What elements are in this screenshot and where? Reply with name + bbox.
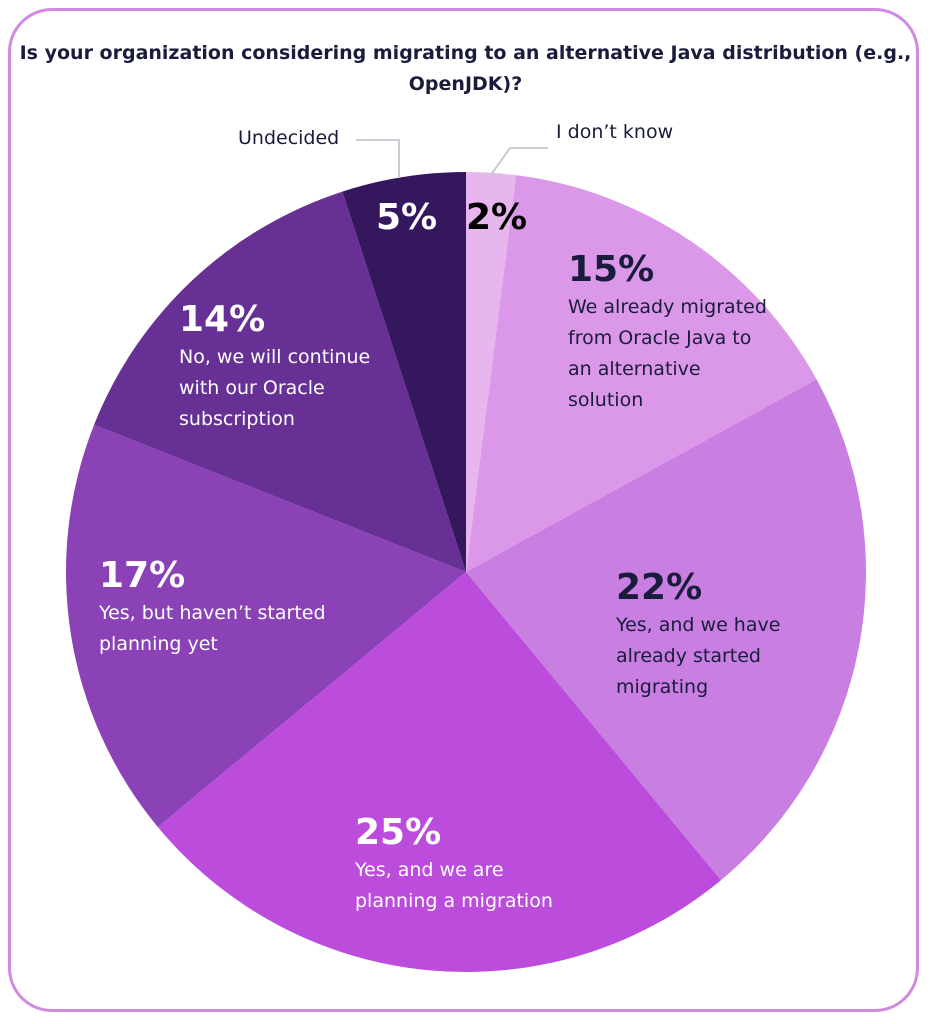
pie-slice-3: [157, 572, 721, 972]
slice-text-planning-migration: 25% Yes, and we are planning a migration: [355, 811, 585, 917]
pct: 15%: [568, 249, 655, 290]
slice-text-started-migrating: 22% Yes, and we have already started migr…: [616, 566, 816, 703]
pct: 14%: [179, 299, 266, 340]
chart-title: Is your organization considering migrati…: [19, 42, 912, 95]
desc: Yes, but haven’t started planning yet: [99, 602, 326, 655]
slice-pct-undecided: 5%: [376, 197, 438, 238]
pie-slice-1: [466, 175, 817, 572]
slice-pct-i-dont-know: 2%: [466, 197, 528, 238]
slice-text-oracle-subscription: 14% No, we will continue with our Oracle …: [179, 298, 389, 435]
leader-line-i-dont-know: [489, 147, 548, 177]
leader-line-undecided: [356, 139, 400, 178]
pie-slice-2: [466, 379, 866, 881]
slice-label-i-dont-know: I don’t know: [556, 121, 674, 143]
pct: 22%: [616, 567, 703, 608]
pie-slice-0: [466, 172, 517, 572]
pct: 17%: [99, 555, 186, 596]
slice-text-already-migrated: 15% We already migrated from Oracle Java …: [568, 248, 768, 416]
slice-text-not-started-planning: 17% Yes, but haven’t started planning yet: [99, 554, 329, 660]
desc: Yes, and we are planning a migration: [355, 859, 553, 912]
desc: We already migrated from Oracle Java to …: [568, 296, 767, 411]
pie-slice-5: [94, 191, 466, 572]
chart-frame: [8, 8, 919, 1012]
slice-label-undecided: Undecided: [238, 127, 340, 149]
pct: 25%: [355, 812, 442, 853]
pie-slice-6: [342, 172, 466, 572]
pie-slice-4: [66, 424, 467, 827]
desc: No, we will continue with our Oracle sub…: [179, 346, 371, 430]
desc: Yes, and we have already started migrati…: [616, 614, 781, 698]
